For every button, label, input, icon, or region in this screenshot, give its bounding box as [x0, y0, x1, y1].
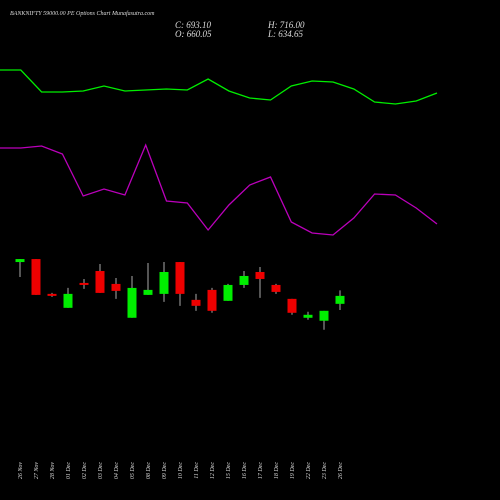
x-tick-label: 02 Dec	[82, 462, 88, 479]
x-tick-label: 19 Dec	[290, 462, 296, 479]
candle-body	[47, 293, 57, 296]
candle-body	[127, 287, 137, 318]
x-tick-label: 26 Dec	[338, 462, 344, 479]
candle-body	[175, 262, 185, 294]
candle-body	[255, 272, 265, 279]
candle-body	[79, 282, 89, 285]
indicator-line	[0, 143, 438, 236]
x-tick-label: 10 Dec	[178, 462, 184, 479]
candle-body	[159, 272, 169, 294]
candle-body	[335, 295, 345, 304]
x-tick-label: 05 Dec	[130, 462, 136, 479]
indicator-line	[0, 69, 438, 105]
x-tick-label: 04 Dec	[113, 462, 120, 479]
x-tick-label: 28 Nov	[50, 462, 56, 480]
x-tick-label: 08 Dec	[146, 462, 152, 479]
candle-body	[207, 289, 217, 311]
candle-body	[95, 271, 105, 293]
x-tick-label: 12 Dec	[210, 462, 216, 479]
candle-body	[191, 299, 201, 306]
candle-body	[319, 310, 329, 321]
x-tick-label: 01 Dec	[66, 462, 72, 479]
candle-body	[287, 298, 297, 313]
candle-body	[143, 289, 153, 295]
candle-body	[111, 283, 121, 291]
x-tick-label: 03 Dec	[98, 462, 104, 479]
x-tick-label: 18 Dec	[274, 462, 280, 479]
high-label: H: 716.00	[267, 20, 305, 30]
candle-body	[15, 259, 25, 263]
low-label: L: 634.65	[267, 29, 304, 39]
candle-body	[239, 275, 249, 285]
x-tick-label: 22 Dec	[306, 462, 312, 479]
candle-body	[63, 293, 73, 308]
x-tick-label: 17 Dec	[258, 462, 264, 479]
candle-body	[271, 284, 281, 292]
candle-body	[223, 284, 233, 301]
candle-body	[303, 314, 313, 318]
close-label: C: 693.10	[175, 20, 212, 30]
x-tick-label: 15 Dec	[226, 462, 232, 479]
x-tick-label: 11 Dec	[194, 462, 200, 479]
x-tick-label: 09 Dec	[162, 462, 168, 479]
x-tick-label: 23 Dec	[322, 462, 328, 479]
x-tick-label: 27 Nov	[34, 462, 40, 480]
x-tick-label: 26 Nov	[18, 462, 24, 480]
x-tick-label: 16 Dec	[242, 462, 248, 479]
open-label: O: 660.05	[175, 29, 212, 39]
candle-body	[31, 259, 41, 295]
chart-title: BANKNIFTY 59000.00 PE Options Chart Muna…	[10, 10, 155, 17]
